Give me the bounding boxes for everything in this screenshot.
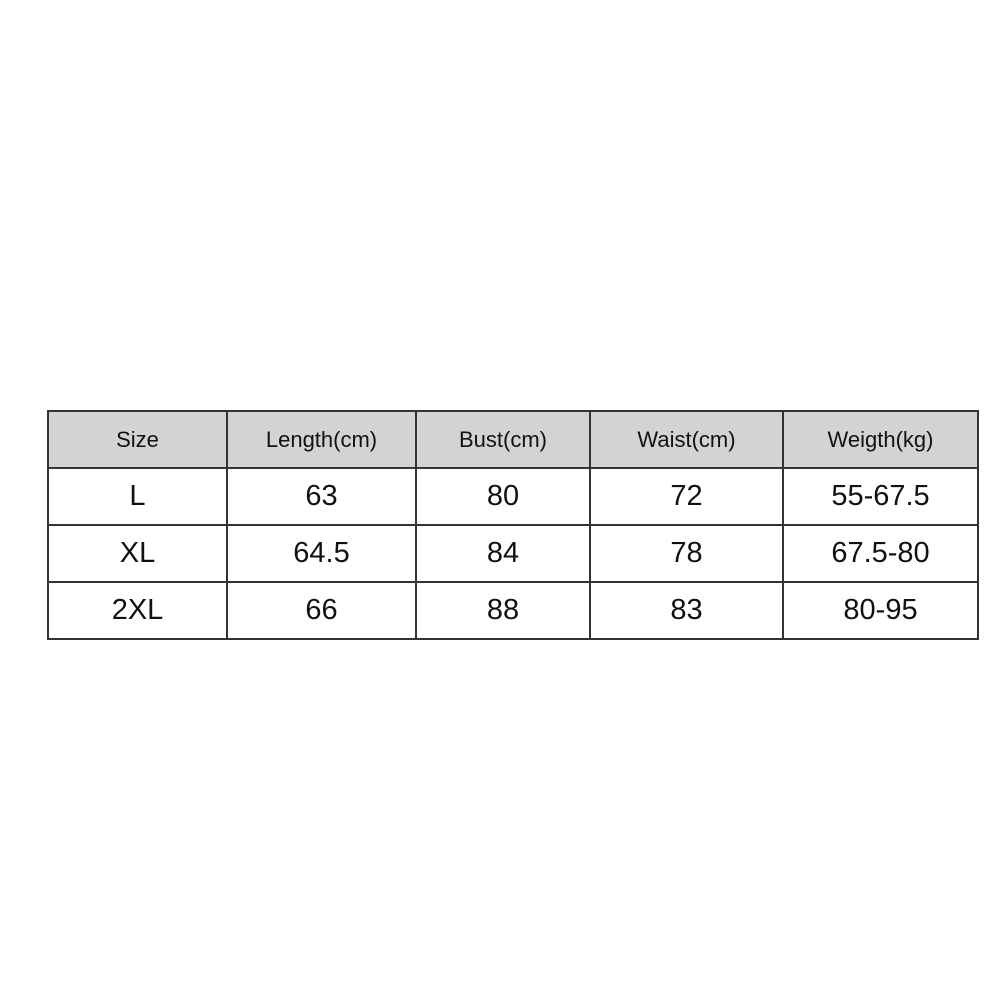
cell-size: XL xyxy=(47,524,228,583)
table-row: 2XL 66 88 83 80-95 xyxy=(47,581,979,640)
cell-weight: 67.5-80 xyxy=(782,524,979,583)
cell-bust: 84 xyxy=(415,524,591,583)
cell-bust: 88 xyxy=(415,581,591,640)
header-length: Length(cm) xyxy=(226,410,417,469)
table-row: L 63 80 72 55-67.5 xyxy=(47,467,979,526)
cell-bust: 80 xyxy=(415,467,591,526)
size-chart-table: Size Length(cm) Bust(cm) Waist(cm) Weigt… xyxy=(47,410,979,640)
header-bust: Bust(cm) xyxy=(415,410,591,469)
table-row: XL 64.5 84 78 67.5-80 xyxy=(47,524,979,583)
cell-waist: 78 xyxy=(589,524,784,583)
cell-length: 66 xyxy=(226,581,417,640)
cell-weight: 55-67.5 xyxy=(782,467,979,526)
cell-length: 63 xyxy=(226,467,417,526)
header-weight: Weigth(kg) xyxy=(782,410,979,469)
cell-length: 64.5 xyxy=(226,524,417,583)
cell-waist: 83 xyxy=(589,581,784,640)
cell-waist: 72 xyxy=(589,467,784,526)
cell-weight: 80-95 xyxy=(782,581,979,640)
header-size: Size xyxy=(47,410,228,469)
header-waist: Waist(cm) xyxy=(589,410,784,469)
cell-size: 2XL xyxy=(47,581,228,640)
header-row: Size Length(cm) Bust(cm) Waist(cm) Weigt… xyxy=(47,410,979,469)
cell-size: L xyxy=(47,467,228,526)
